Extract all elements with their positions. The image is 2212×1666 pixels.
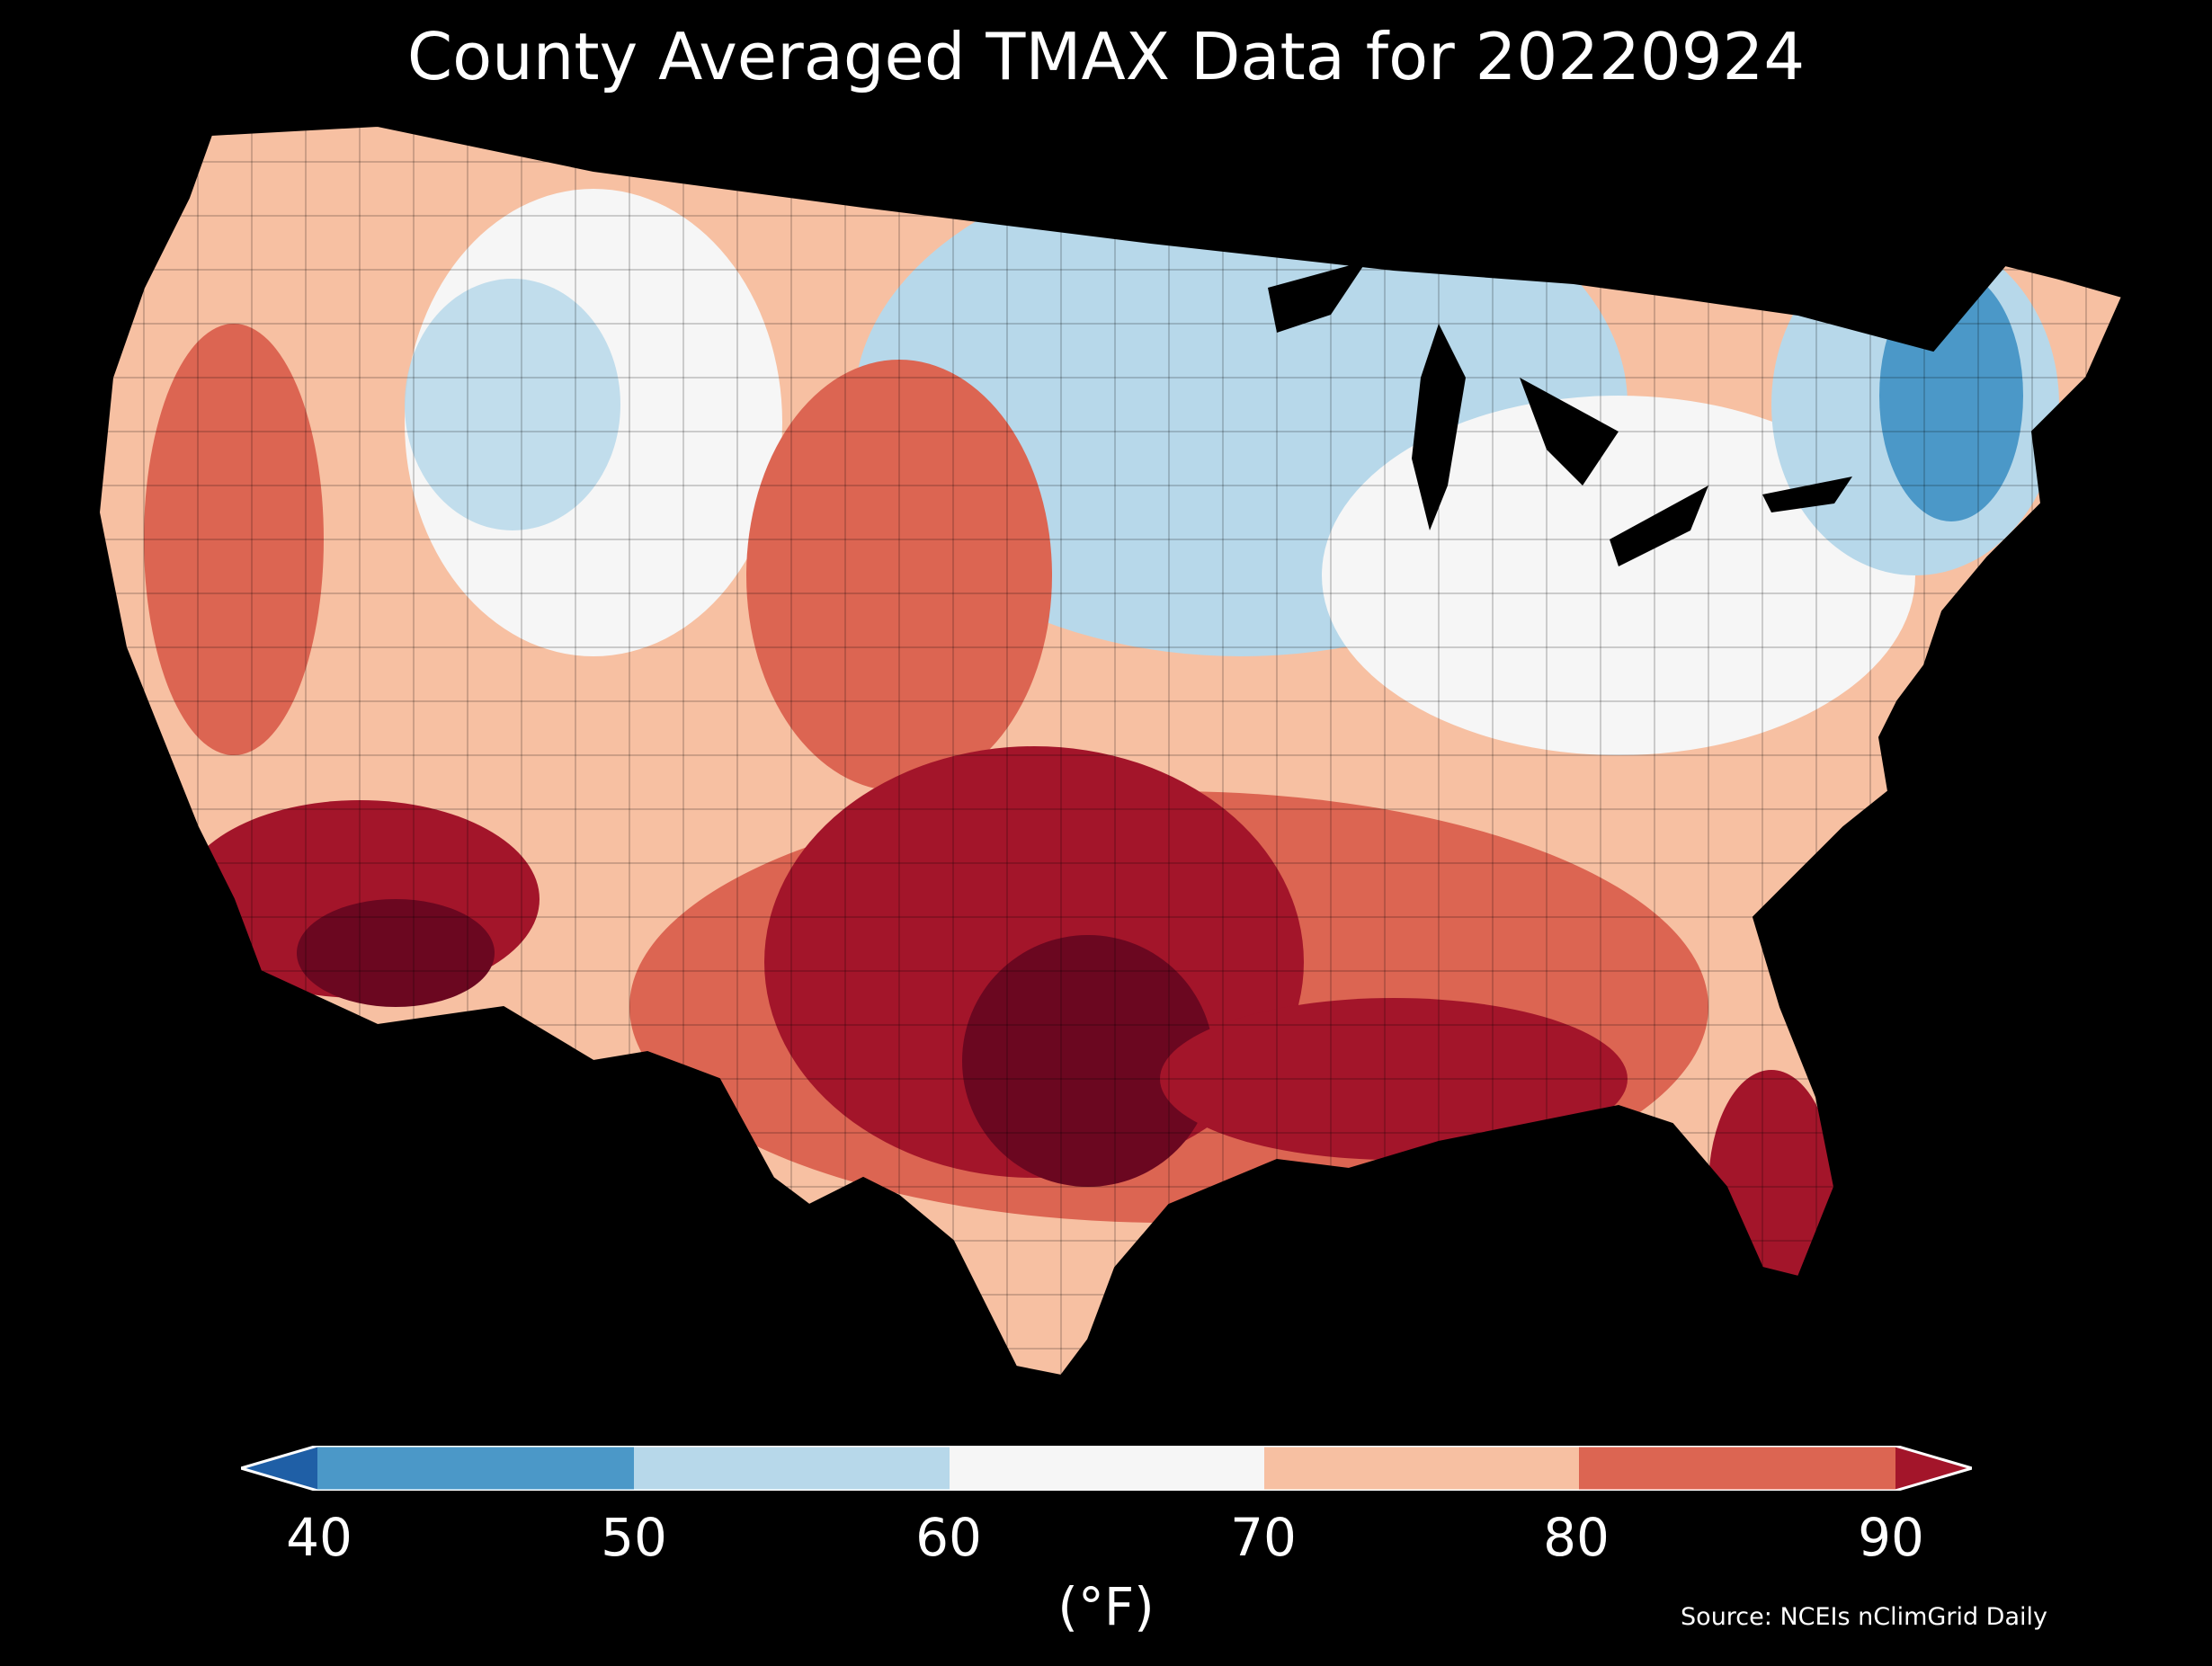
map-fill-texas-extreme (962, 935, 1214, 1187)
colorbar-unit-label: (°F) (1057, 1576, 1155, 1637)
colorbar-tick-80: 80 (1543, 1507, 1610, 1568)
colorbar-tick-40: 40 (286, 1507, 352, 1568)
lake-huron (1520, 378, 1619, 486)
colorbar (241, 1446, 1972, 1491)
map-title: County Averaged TMAX Data for 20220924 (406, 19, 1806, 94)
map-fill-california-hot (144, 324, 324, 755)
colorbar-bin-50-60 (634, 1446, 950, 1491)
county-choropleth-map (90, 108, 2124, 1385)
map-fill-gulf-very-hot (1160, 998, 1628, 1160)
lake-superior (1268, 261, 1367, 333)
lake-michigan (1412, 324, 1466, 530)
colorbar-tick-70: 70 (1230, 1507, 1297, 1568)
colorbar-extend-high (1895, 1446, 1972, 1491)
colorbar-tick-50: 50 (601, 1507, 667, 1568)
map-svg (97, 124, 2124, 1377)
lake-ontario (1762, 477, 1852, 512)
map-fill-northeast-cold (1879, 270, 2023, 521)
colorbar-bin-60-70 (950, 1446, 1264, 1491)
map-fill-southwest-extreme (297, 899, 495, 1007)
source-credit: Source: NCEIs nClimGrid Daily (1681, 1603, 2047, 1631)
us-outline (97, 124, 2124, 1377)
map-fill-east-mild (1322, 396, 1915, 755)
colorbar-tick-90: 90 (1858, 1507, 1924, 1568)
colorbar-bin-40-50 (317, 1446, 634, 1491)
colorbar-tick-60: 60 (915, 1507, 982, 1568)
colorbar-bin-70-80 (1264, 1446, 1579, 1491)
colorbar-extend-low (241, 1446, 317, 1491)
map-fill-plains-hot (746, 360, 1052, 791)
lake-erie (1610, 486, 1708, 566)
colorbar-bin-80-90 (1579, 1446, 1895, 1491)
map-fill-mountain-cool (405, 279, 620, 530)
